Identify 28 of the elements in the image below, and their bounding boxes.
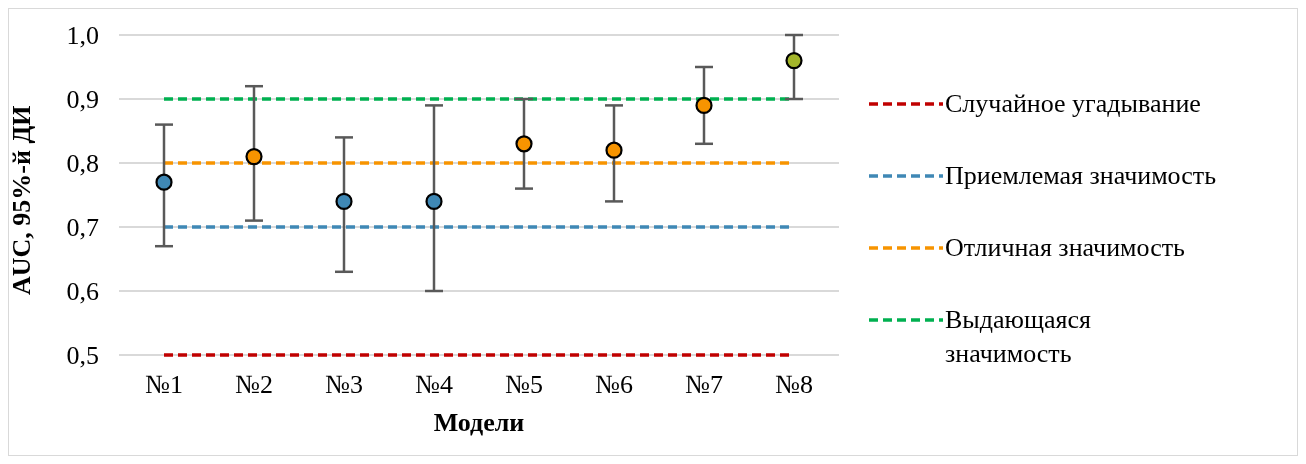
y-axis-title: AUC, 95%-й ДИ — [7, 105, 37, 295]
x-tick-label: №3 — [325, 370, 363, 400]
x-axis-title: Модели — [433, 408, 525, 437]
x-tick-label: №5 — [505, 370, 543, 400]
x-tick-label: №8 — [775, 370, 813, 400]
legend-label: Отличная значимость — [945, 232, 1185, 264]
x-tick-label: №7 — [685, 370, 723, 400]
y-tick-label: 0,7 — [66, 213, 99, 243]
y-tick-label: 1,0 — [66, 21, 99, 51]
point — [335, 192, 353, 210]
point — [605, 141, 623, 159]
legend-label: Выдающаяся значимость — [945, 304, 1093, 370]
y-tick-label: 0,8 — [66, 149, 99, 179]
point — [155, 173, 173, 191]
point — [785, 52, 803, 70]
point — [515, 135, 533, 153]
x-tick-label: №4 — [415, 370, 453, 400]
y-tick-label: 0,6 — [66, 277, 99, 307]
legend-label: Приемлемая значимость — [945, 160, 1217, 192]
x-tick-label: №1 — [145, 370, 183, 400]
x-tick-label: №6 — [595, 370, 633, 400]
point — [245, 148, 263, 166]
y-tick-label: 0,5 — [66, 341, 99, 371]
point — [695, 96, 713, 114]
x-tick-label: №2 — [235, 370, 273, 400]
point — [425, 192, 443, 210]
y-tick-label: 0,9 — [66, 85, 99, 115]
legend-label: Случайное угадывание — [945, 88, 1201, 120]
